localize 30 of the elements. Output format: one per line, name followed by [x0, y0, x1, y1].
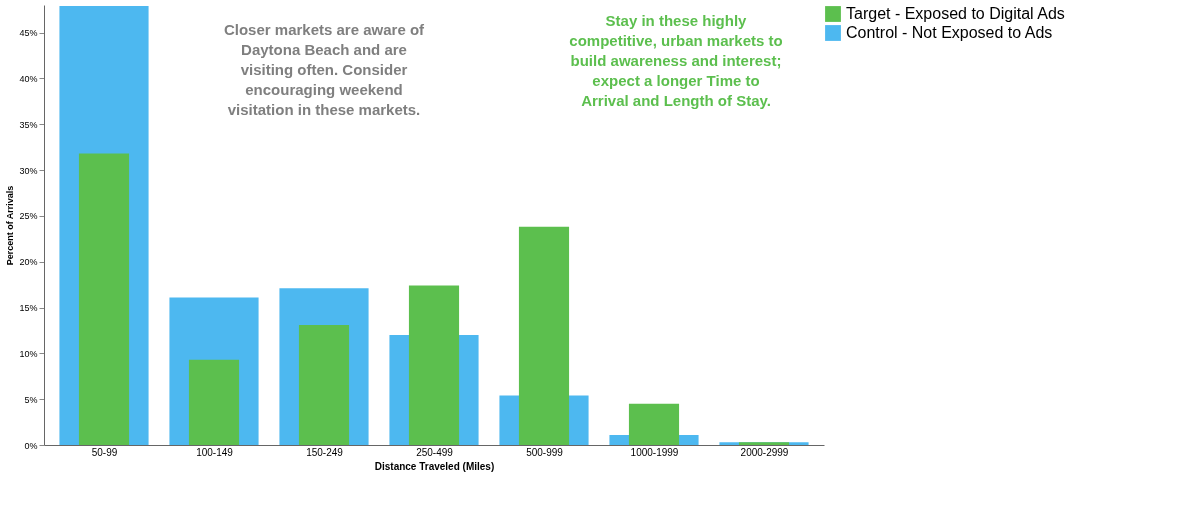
y-tick-label: 15%	[19, 303, 38, 313]
legend-label: Target - Exposed to Digital Ads	[846, 5, 1065, 22]
x-tick-label: 50-99	[91, 446, 118, 458]
y-tick-label: 25%	[19, 211, 38, 222]
y-tick-label: 5%	[24, 394, 38, 405]
y-tick-label: 20%	[19, 257, 38, 268]
y-tick-label: 45%	[19, 28, 38, 38]
bar	[188, 359, 240, 445]
y-tick-label: 0%	[24, 440, 38, 451]
bar	[408, 285, 460, 445]
y-tick-label: 30%	[19, 165, 38, 176]
y-tick-label: 10%	[19, 348, 38, 359]
y-axis-title: Percent of Arrivals	[5, 185, 16, 266]
x-tick-label: 250-499	[416, 446, 454, 458]
x-tick-label: 1000-1999	[630, 446, 679, 458]
annotation: Stay in these highly competitive, urban markets to build awareness and interest; expect a longer Time to Arrival and Length of Stay.	[569, 12, 783, 110]
bar	[738, 442, 790, 445]
y-tick-label: 35%	[19, 119, 38, 130]
x-tick-label: 150-249	[306, 446, 344, 458]
legend-label: Control - Not Exposed to Ads	[846, 24, 1053, 41]
x-tick-label: 500-999	[526, 446, 564, 458]
bar	[518, 226, 570, 445]
x-tick-label: 2000-2999	[740, 446, 789, 458]
bar	[628, 403, 680, 445]
bar	[78, 153, 130, 445]
x-tick-label: 100-149	[196, 446, 234, 458]
bar	[298, 324, 350, 445]
annotation: Closer markets are aware of Daytona Beach and are visiting often. Consider encouraging weekend visitation in these markets.	[223, 21, 426, 119]
y-tick-label: 40%	[19, 73, 38, 84]
x-axis-title: Distance Traveled (Miles)	[374, 460, 495, 472]
